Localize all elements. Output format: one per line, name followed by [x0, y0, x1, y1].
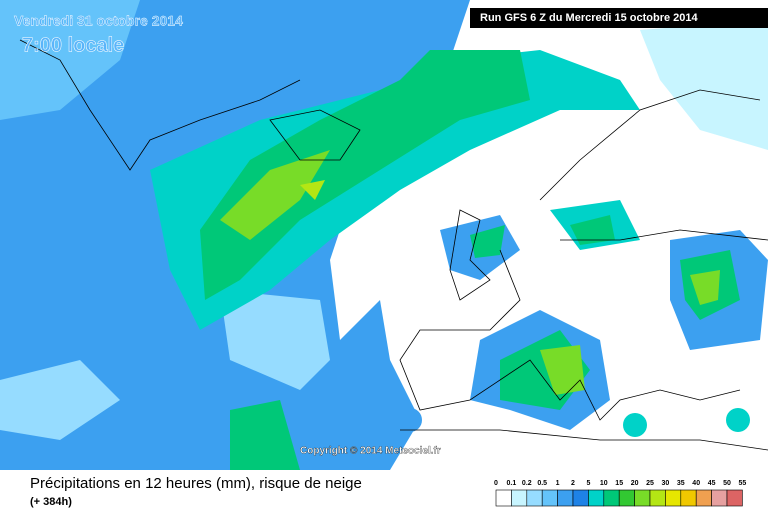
legend-label: 30: [662, 480, 670, 487]
copyright: Copyright © 2014 Meteociel.fr: [300, 446, 441, 457]
legend-label: 0.2: [522, 480, 532, 487]
coastlines: [19, 39, 768, 451]
run-box: [470, 8, 768, 28]
legend: 0 0.1 0.2 0.5 1 2 5 10 15 20 25 30 35 40 45 50 55: [494, 480, 747, 507]
legend-label: 50: [723, 480, 731, 487]
legend-swatch: [541, 489, 558, 507]
legend-label: 35: [677, 480, 685, 487]
legend-label: 0.1: [507, 480, 517, 487]
legend-label: 5: [586, 480, 590, 487]
precip-field: [0, 0, 768, 470]
legend-label: 0.5: [537, 480, 547, 487]
legend-swatch: [711, 489, 728, 507]
footer-lead: (+ 384h): [30, 496, 72, 508]
legend-label: 55: [739, 480, 747, 487]
legend-label: 45: [708, 480, 716, 487]
date: Vendredi 31 octobre 2014: [14, 13, 183, 29]
legend-swatch: [695, 489, 712, 507]
legend-swatch: [526, 489, 543, 507]
time: 7:00 locale: [22, 34, 124, 56]
run-info: Run GFS 6 Z du Mercredi 15 octobre 2014: [480, 12, 698, 24]
legend-label: 25: [646, 480, 654, 487]
legend-swatch: [680, 489, 697, 507]
legend-swatch: [603, 489, 620, 507]
legend-label: 0: [494, 480, 498, 487]
legend-swatch: [572, 489, 589, 507]
legend-swatch: [511, 489, 528, 507]
legend-swatch: [495, 489, 512, 507]
legend-swatch: [649, 489, 666, 507]
legend-swatch: [557, 489, 574, 507]
legend-label: 10: [600, 480, 608, 487]
legend-label: 15: [615, 480, 623, 487]
legend-label: 20: [631, 480, 639, 487]
legend-swatch: [618, 489, 635, 507]
legend-swatch: [726, 489, 743, 507]
legend-swatch: [665, 489, 682, 507]
legend-label: 2: [571, 480, 575, 487]
legend-label: 1: [556, 480, 560, 487]
legend-swatch: [634, 489, 651, 507]
footer-title: Précipitations en 12 heures (mm), risque…: [30, 475, 362, 492]
legend-swatch: [588, 489, 605, 507]
legend-label: 40: [692, 480, 700, 487]
